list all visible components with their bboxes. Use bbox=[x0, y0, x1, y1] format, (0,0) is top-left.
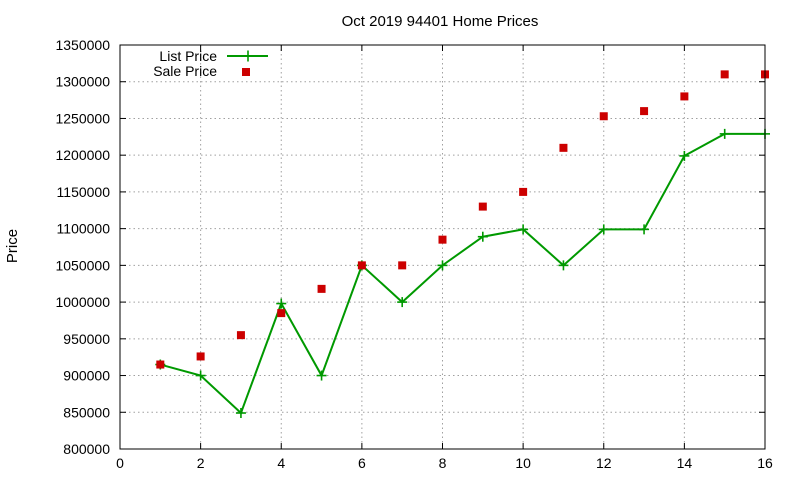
data-point-sale-price bbox=[398, 261, 407, 270]
data-point-sale-price bbox=[277, 309, 286, 318]
series-layer bbox=[155, 70, 770, 419]
grid bbox=[120, 45, 765, 449]
x-tick-label: 12 bbox=[596, 455, 612, 471]
data-point-list-price bbox=[316, 370, 327, 381]
data-point-sale-price bbox=[599, 112, 608, 121]
data-point-sale-price bbox=[559, 143, 568, 152]
x-tick-label: 10 bbox=[515, 455, 531, 471]
legend: List Price Sale Price bbox=[153, 48, 268, 79]
data-point-list-price bbox=[598, 224, 609, 235]
legend-marker-sale-price bbox=[242, 68, 250, 76]
legend-marker-list-price bbox=[242, 50, 254, 62]
x-tick-label: 8 bbox=[439, 455, 447, 471]
x-tick-label: 14 bbox=[677, 455, 693, 471]
data-point-sale-price bbox=[478, 202, 487, 211]
y-tick-label: 1100000 bbox=[57, 221, 111, 237]
x-tick-label: 16 bbox=[757, 455, 773, 471]
x-tick-label: 6 bbox=[358, 455, 366, 471]
data-point-list-price bbox=[679, 150, 690, 161]
data-point-list-price bbox=[719, 128, 730, 139]
y-axis-label: Price bbox=[4, 229, 21, 263]
data-point-sale-price bbox=[438, 235, 447, 244]
data-point-sale-price bbox=[156, 360, 165, 369]
legend-label-sale-price: Sale Price bbox=[153, 63, 217, 79]
series-line-list-price bbox=[160, 132, 765, 415]
y-tick-label: 1350000 bbox=[55, 37, 110, 53]
y-tick-label: 950000 bbox=[63, 331, 110, 347]
data-point-list-price bbox=[518, 224, 529, 235]
data-point-sale-price bbox=[720, 70, 729, 79]
y-tick-label: 1000000 bbox=[55, 294, 110, 310]
data-point-list-price bbox=[477, 231, 488, 242]
chart-title: Oct 2019 94401 Home Prices bbox=[342, 13, 539, 30]
data-point-sale-price bbox=[196, 352, 205, 361]
x-tick-label: 4 bbox=[277, 455, 285, 471]
data-point-list-price bbox=[276, 298, 287, 309]
y-tick-label: 1050000 bbox=[55, 257, 110, 273]
y-tick-label: 1150000 bbox=[57, 184, 111, 200]
data-point-list-price bbox=[437, 260, 448, 271]
x-tick-label: 2 bbox=[197, 455, 205, 471]
y-tick-label: 1300000 bbox=[55, 74, 110, 90]
y-tick-label: 1200000 bbox=[55, 147, 110, 163]
data-point-list-price bbox=[397, 297, 408, 308]
y-tick-label: 800000 bbox=[63, 441, 110, 457]
data-point-sale-price bbox=[357, 261, 366, 270]
y-tick-label: 1250000 bbox=[55, 110, 110, 126]
data-point-list-price bbox=[558, 260, 569, 271]
data-point-sale-price bbox=[236, 331, 245, 340]
y-tick-label: 900000 bbox=[63, 368, 110, 384]
data-point-list-price bbox=[195, 370, 206, 381]
data-point-sale-price bbox=[519, 187, 528, 196]
data-point-list-price bbox=[235, 408, 246, 419]
data-point-sale-price bbox=[317, 284, 326, 293]
data-point-sale-price bbox=[640, 107, 649, 116]
data-point-sale-price bbox=[680, 92, 689, 101]
y-tick-label: 850000 bbox=[63, 404, 110, 420]
data-point-list-price bbox=[639, 224, 650, 235]
legend-label-list-price: List Price bbox=[159, 48, 217, 64]
x-tick-label: 0 bbox=[116, 455, 124, 471]
axes: 0 2 4 6 8 10 12 14 16 800000 850000 900000 950000 100… bbox=[55, 37, 773, 471]
